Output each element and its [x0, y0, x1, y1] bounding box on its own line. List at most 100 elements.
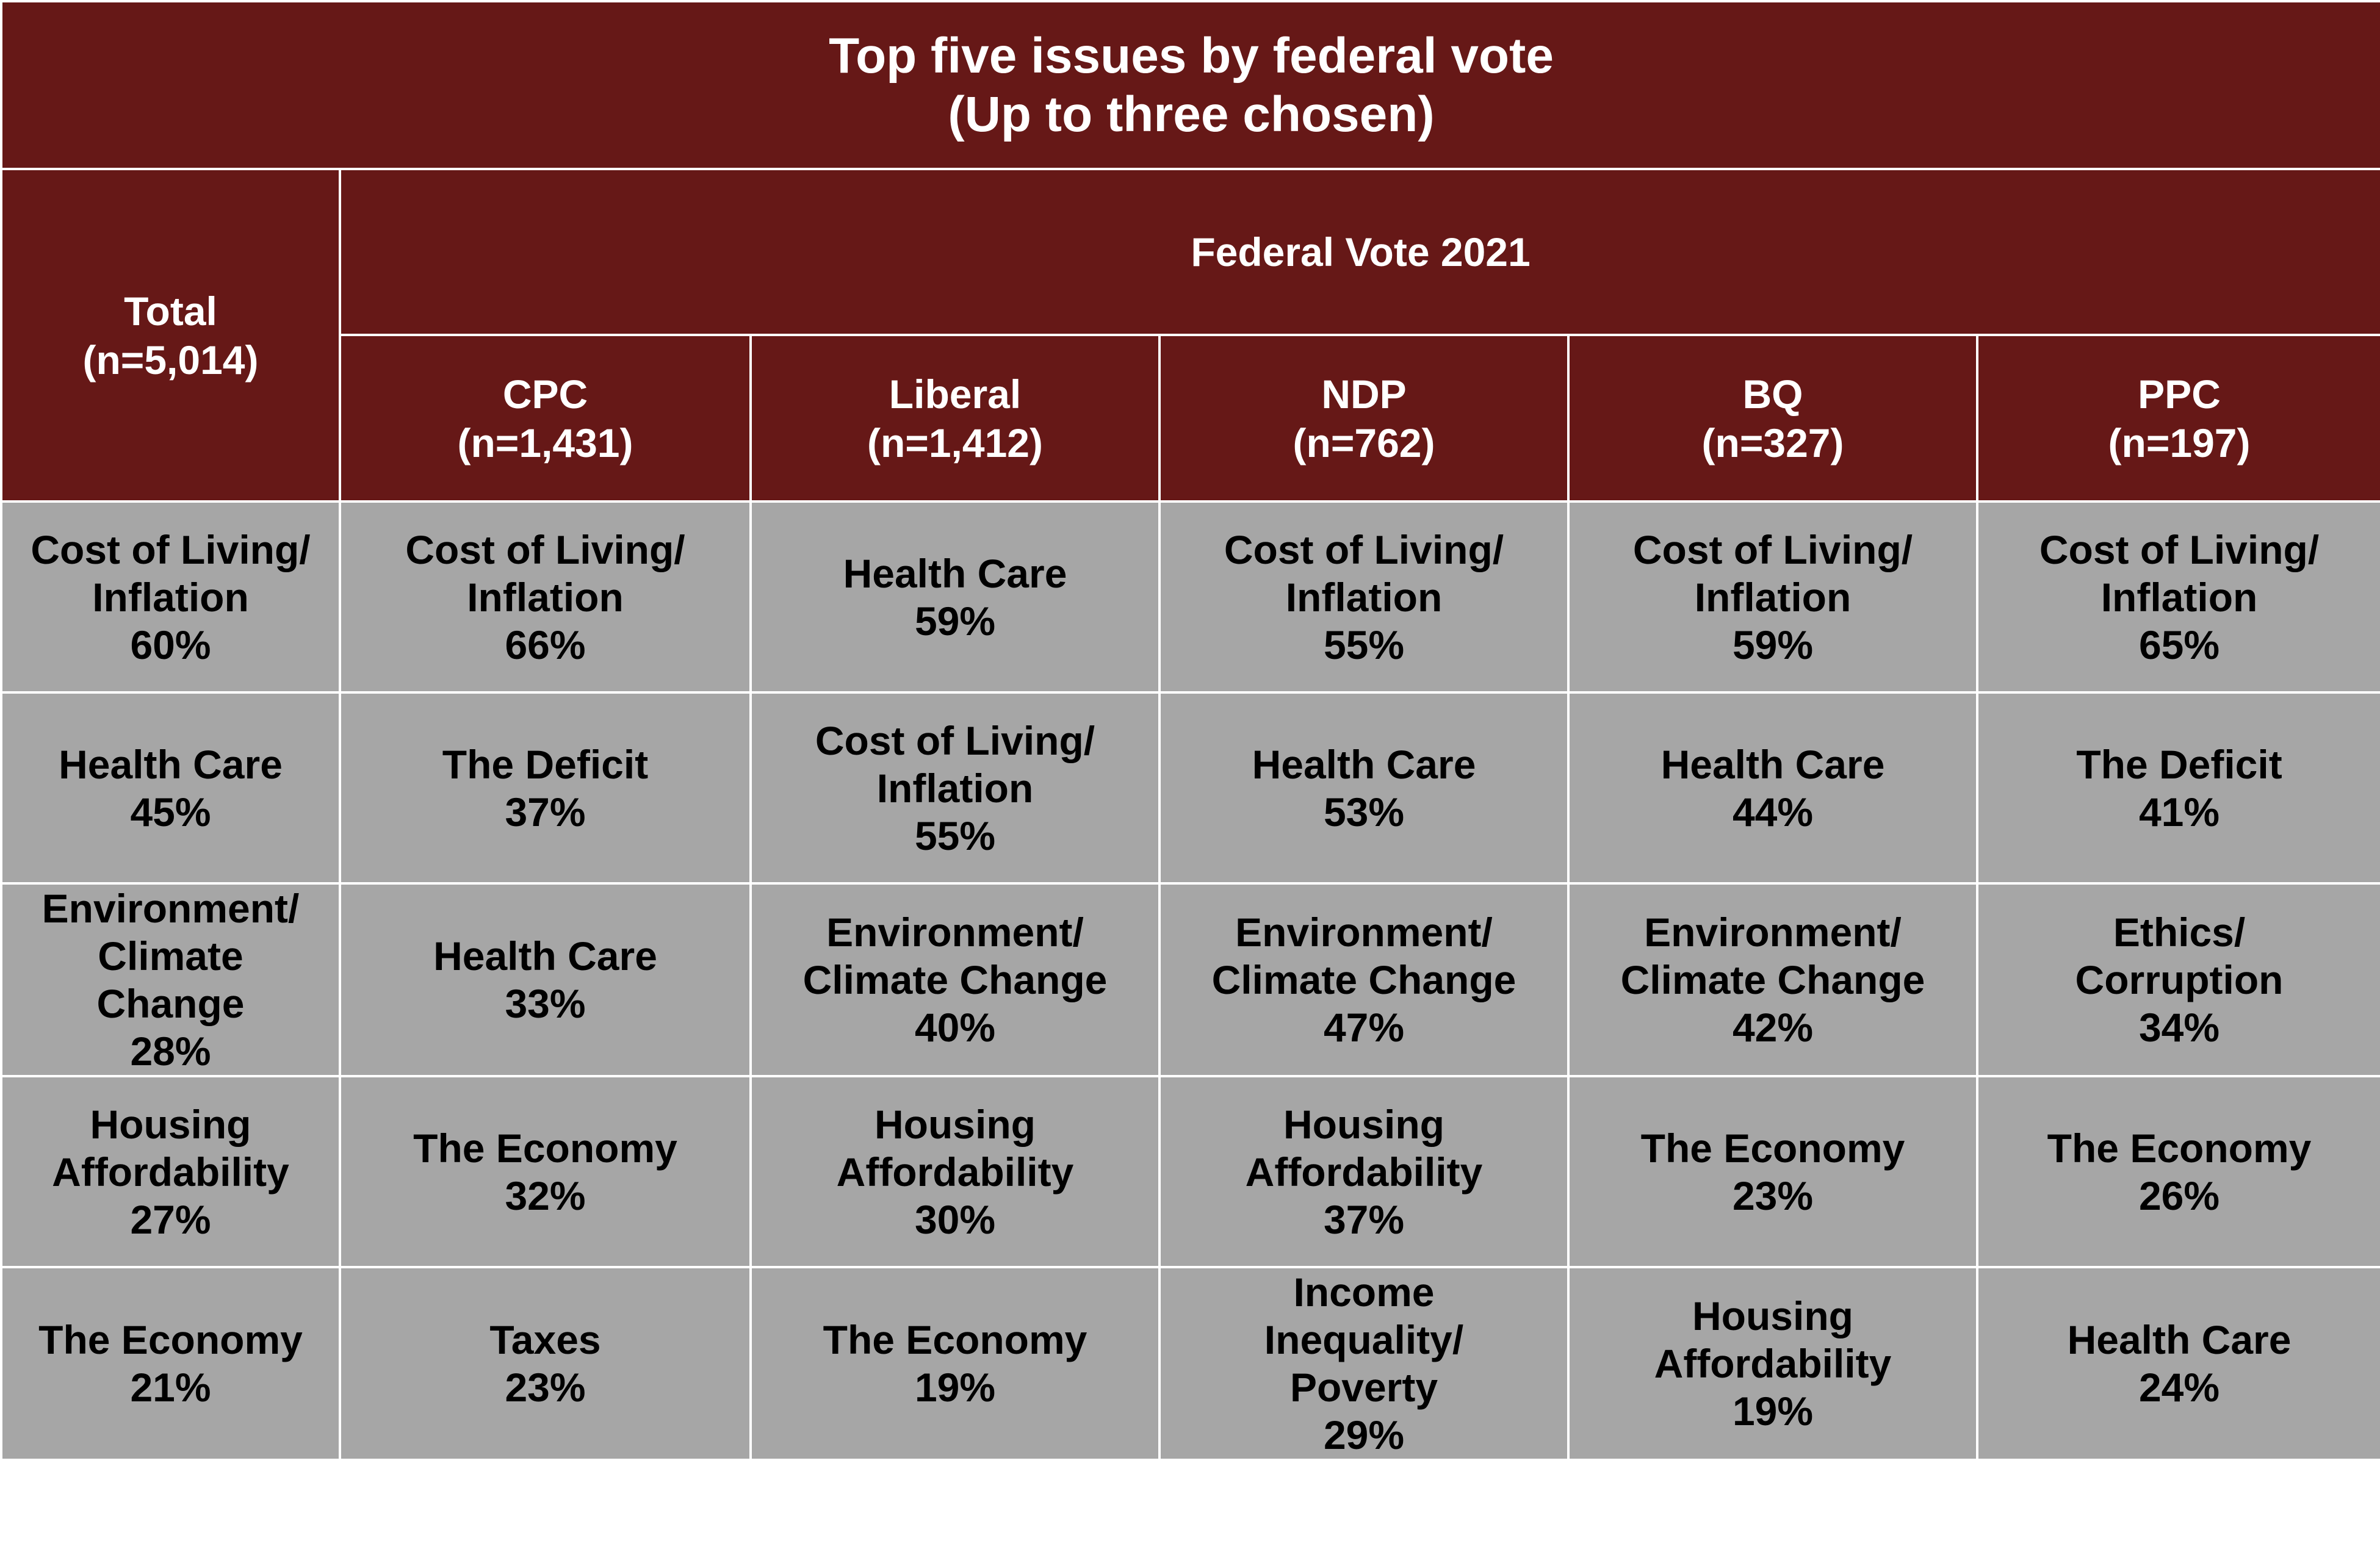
- issue-label: Health Care: [843, 550, 1067, 596]
- issues-table: Top five issues by federal vote (Up to t…: [0, 0, 2380, 1461]
- issue-label: Cost of Living/: [1224, 526, 1504, 572]
- issue-cell: Health Care 24%: [1975, 1266, 2380, 1461]
- issue-label: Inflation: [1694, 574, 1852, 620]
- table-row: Environment/Climate Change 28% Health Care 3…: [0, 882, 2380, 1077]
- issue-percent: 41%: [2138, 789, 2220, 835]
- column-name: BQ: [1742, 371, 1803, 417]
- issue-label: Affordability: [836, 1149, 1074, 1195]
- issue-label: Ethics/: [2113, 910, 2246, 955]
- column-sample-size: (n=1,431): [457, 420, 633, 465]
- issue-label: Environment/: [1644, 910, 1902, 955]
- issue-label: Affordability: [1654, 1341, 1892, 1386]
- issue-percent: 45%: [130, 789, 211, 835]
- issue-cell: Cost of Living/Inflation 55%: [749, 691, 1161, 885]
- issue-cell: The Economy 26%: [1975, 1075, 2380, 1268]
- issue-label: Inflation: [876, 765, 1034, 811]
- table-row: Health Care 45% The Deficit 37% Cost of Livi…: [0, 691, 2380, 885]
- issue-label: Health Care: [59, 741, 283, 787]
- issue-cell: The Deficit 41%: [1975, 691, 2380, 885]
- issue-percent: 59%: [914, 598, 996, 644]
- issue-cell: Taxes 23%: [339, 1266, 752, 1461]
- issue-label: Health Care: [1661, 741, 1885, 787]
- issue-label: Climate: [98, 933, 243, 979]
- issue-cell: Health Care 45%: [0, 691, 341, 885]
- issue-percent: 59%: [1732, 622, 1814, 667]
- issue-cell: Health Care 44%: [1567, 691, 1978, 885]
- column-sample-size: (n=5,014): [82, 337, 259, 383]
- issue-cell: Health Care 33%: [339, 882, 752, 1077]
- issue-label: Cost of Living/: [815, 717, 1095, 763]
- issue-percent: 21%: [130, 1365, 211, 1410]
- column-name: PPC: [2138, 371, 2221, 417]
- issue-label: Climate Change: [1620, 957, 1925, 1002]
- issue-percent: 23%: [1732, 1173, 1814, 1218]
- issue-label: Inflation: [92, 574, 249, 620]
- issue-label: The Deficit: [2076, 741, 2282, 787]
- issue-cell: Environment/Climate Change 47%: [1158, 882, 1570, 1077]
- issue-percent: 42%: [1732, 1005, 1814, 1050]
- issue-percent: 60%: [130, 622, 211, 667]
- issue-label: Climate Change: [1211, 957, 1516, 1002]
- issue-percent: 19%: [914, 1365, 996, 1410]
- column-name: NDP: [1321, 371, 1407, 417]
- issue-percent: 26%: [2138, 1173, 2220, 1218]
- table-row: Cost of Living/Inflation 60% Cost of Livin…: [0, 500, 2380, 694]
- issue-label: Taxes: [489, 1317, 601, 1362]
- column-name: Total: [124, 288, 217, 334]
- issue-cell: Cost of Living/Inflation 66%: [339, 500, 752, 694]
- issue-label: The Economy: [823, 1317, 1087, 1362]
- column-sample-size: (n=1,412): [867, 420, 1043, 465]
- issue-label: The Deficit: [442, 741, 649, 787]
- table-row: Housing Affordability 27% The Economy 32% Hou…: [0, 1075, 2380, 1268]
- issue-label: Environment/: [1235, 910, 1493, 955]
- issue-label: Housing: [874, 1101, 1036, 1147]
- column-header-total: Total (n=5,014): [0, 168, 341, 503]
- column-name: CPC: [502, 371, 588, 417]
- issue-label: Health Care: [1252, 741, 1476, 787]
- column-name: Liberal: [889, 371, 1022, 417]
- issue-percent: 47%: [1323, 1005, 1405, 1050]
- issue-cell: Cost of Living/Inflation 55%: [1158, 500, 1570, 694]
- issue-percent: 55%: [1323, 622, 1405, 667]
- column-sample-size: (n=762): [1293, 420, 1435, 465]
- table-row: The Economy 21% Taxes 23% The Economy 19% Inco…: [0, 1266, 2380, 1461]
- issue-percent: 44%: [1732, 789, 1814, 835]
- issue-percent: 40%: [914, 1005, 996, 1050]
- issue-label: The Economy: [413, 1125, 677, 1171]
- column-sample-size: (n=197): [2108, 420, 2251, 465]
- issue-label: Housing: [1283, 1101, 1444, 1147]
- issue-percent: 33%: [505, 981, 586, 1026]
- issue-label: Cost of Living/: [405, 526, 685, 572]
- issue-percent: 55%: [914, 813, 996, 858]
- issue-percent: 32%: [505, 1173, 586, 1218]
- issue-cell: Ethics/Corruption 34%: [1975, 882, 2380, 1077]
- issue-label: The Economy: [2047, 1125, 2312, 1171]
- issue-label: Change: [96, 981, 245, 1026]
- issue-percent: 24%: [2138, 1365, 2220, 1410]
- issue-cell: Environment/Climate Change 28%: [0, 882, 341, 1077]
- issue-cell: Housing Affordability 30%: [749, 1075, 1161, 1268]
- issue-percent: 30%: [914, 1196, 996, 1242]
- issue-percent: 29%: [1323, 1412, 1405, 1457]
- issue-label: Affordability: [1245, 1149, 1483, 1195]
- issue-label: Affordability: [52, 1149, 289, 1195]
- issue-cell: The Economy 23%: [1567, 1075, 1978, 1268]
- issue-label: Inequality/: [1264, 1317, 1464, 1362]
- issue-label: Environment/: [41, 886, 300, 931]
- issue-percent: 66%: [505, 622, 586, 667]
- issue-cell: Housing Affordability 37%: [1158, 1075, 1570, 1268]
- group-header-label: Federal Vote 2021: [1191, 229, 1531, 275]
- issue-label: Cost of Living/: [31, 526, 311, 572]
- issue-cell: Health Care 59%: [749, 500, 1161, 694]
- issue-cell: Housing Affordability 19%: [1567, 1266, 1978, 1461]
- issue-label: The Economy: [1640, 1125, 1905, 1171]
- issue-cell: The Economy 32%: [339, 1075, 752, 1268]
- issue-cell: Health Care 53%: [1158, 691, 1570, 885]
- issue-label: Environment/: [826, 910, 1084, 955]
- issue-label: Housing: [1692, 1293, 1853, 1338]
- issue-label: Cost of Living/: [2039, 526, 2320, 572]
- issue-cell: Cost of Living/Inflation 65%: [1975, 500, 2380, 694]
- column-header-bq: BQ (n=327): [1567, 334, 1978, 503]
- issue-label: Housing: [90, 1101, 251, 1147]
- column-header-ppc: PPC (n=197): [1975, 334, 2380, 503]
